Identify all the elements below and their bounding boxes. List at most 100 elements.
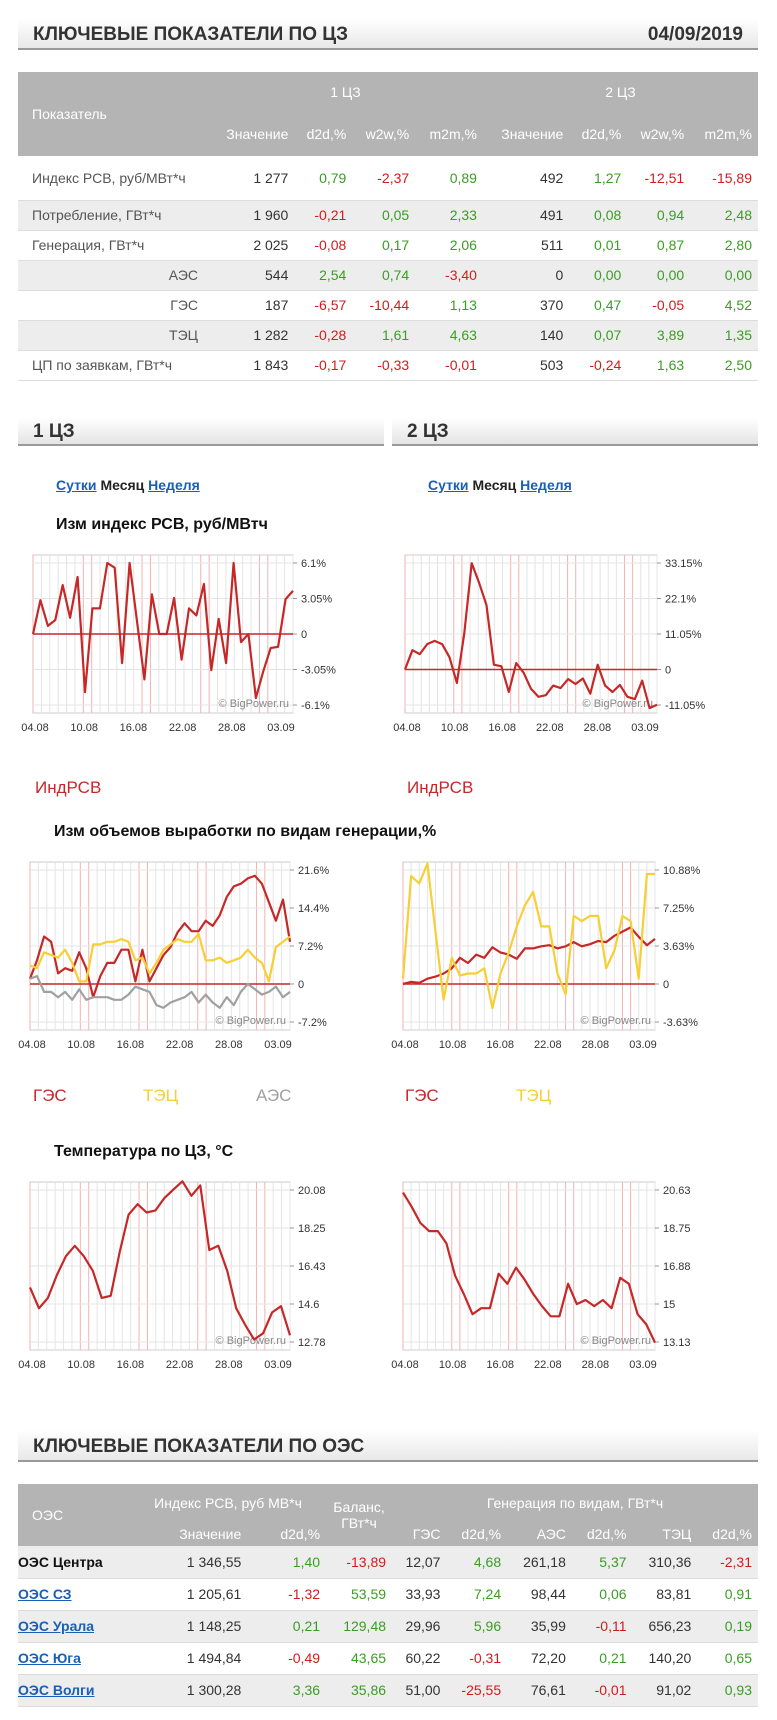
x-tick-label: 22.08 — [166, 1039, 194, 1051]
x-tick-label: 22.08 — [534, 1359, 562, 1371]
cell: 0,65 — [697, 1642, 758, 1675]
oes-title: КЛЮЧЕВЫЕ ПОКАЗАТЕЛИ ПО ОЭС — [33, 1436, 365, 1457]
x-tick-label: 10.08 — [70, 722, 98, 734]
cell: -0,01 — [571, 1674, 633, 1707]
x-tick-label: 03.09 — [631, 722, 659, 734]
cell: 1 960 — [208, 200, 295, 231]
cell: 2,54 — [294, 260, 353, 291]
cell: 4,68 — [446, 1546, 508, 1579]
row-label: Потребление, ГВт*ч — [18, 200, 208, 231]
x-tick-label: 28.08 — [582, 1359, 610, 1371]
y-tick-label: 14.4% — [298, 903, 329, 915]
y-tick-label: 12.78 — [298, 1337, 326, 1349]
y-tick-label: 20.08 — [298, 1185, 326, 1197]
cell: 0 — [482, 260, 570, 291]
chart-temperature-zone2: 20.63 18.75 16.88 15 13.13 04.08 10.08 16.08 22.… — [391, 1181, 691, 1371]
cell: 187 — [208, 290, 295, 321]
oes-header: КЛЮЧЕВЫЕ ПОКАЗАТЕЛИ ПО ОЭС — [18, 1430, 758, 1462]
x-tick-label: 10.08 — [441, 722, 469, 734]
cell: 544 — [208, 260, 295, 291]
x-tick-label: 28.08 — [215, 1359, 243, 1371]
cell: 2,48 — [690, 200, 758, 231]
period-links-zone2: Сутки Месяц Неделя — [428, 477, 572, 493]
x-tick-label: 16.08 — [117, 1359, 145, 1371]
link-week[interactable]: Неделя — [148, 477, 200, 493]
row-label: ОЭС Волги — [18, 1674, 130, 1707]
x-tick-label: 10.08 — [67, 1039, 95, 1051]
oes-link[interactable]: ОЭС СЗ — [18, 1586, 72, 1602]
link-week[interactable]: Неделя — [520, 477, 572, 493]
cell: 1 494,84 — [130, 1642, 248, 1675]
chart-title-rsv: Изм индекс РСВ, руб/МВтч — [56, 516, 268, 533]
chart-generation-zone1: 21.6% 14.4% 7.2% 0 -7.2% 04.08 10.08 16.08 22.08… — [18, 861, 329, 1051]
cell: 7,24 — [446, 1578, 508, 1611]
cell: 310,36 — [632, 1546, 698, 1579]
oes-name: ОЭС Центра — [18, 1553, 103, 1570]
col-sub: Значение — [130, 1522, 248, 1546]
cell: 0,91 — [697, 1578, 758, 1611]
period-links-zone1: Сутки Месяц Неделя — [56, 477, 200, 493]
series-line — [29, 974, 291, 1009]
x-tick-label: 16.08 — [120, 722, 148, 734]
section-zone1: 1 ЦЗ — [18, 418, 384, 446]
oes-link[interactable]: ОЭС Волги — [18, 1682, 95, 1698]
col-sub: Значение — [208, 112, 295, 156]
cell: -10,44 — [352, 290, 416, 321]
cell: 140 — [482, 320, 570, 351]
cell: 29,96 — [392, 1610, 447, 1643]
cell: 129,48 — [326, 1610, 393, 1643]
x-tick-label: 16.08 — [486, 1039, 514, 1051]
x-tick-label: 28.08 — [218, 722, 246, 734]
cell: -0,24 — [569, 350, 628, 381]
cell: -0,08 — [294, 230, 353, 261]
cell: 1 148,25 — [130, 1610, 248, 1643]
table-row: Индекс РСВ, руб/МВт*ч 1 277 0,79 -2,37 0,89 4… — [18, 156, 758, 201]
series-line — [402, 926, 656, 986]
col-balance: Баланс, ГВт*ч — [326, 1484, 393, 1546]
x-tick-label: 22.08 — [534, 1039, 562, 1051]
cell: -13,89 — [326, 1546, 393, 1579]
cell: 76,61 — [507, 1674, 572, 1707]
link-day[interactable]: Сутки — [428, 477, 469, 493]
cell: 511 — [482, 230, 570, 261]
cell: 3,89 — [627, 320, 691, 351]
y-tick-label: -7.2% — [298, 1017, 327, 1029]
col-sub: Значение — [482, 112, 570, 156]
cell: -2,31 — [697, 1546, 758, 1579]
cell: 83,81 — [632, 1578, 698, 1611]
row-label: ГЭС — [18, 290, 208, 321]
row-label: ОЭС СЗ — [18, 1578, 130, 1611]
cell: 1,27 — [569, 156, 628, 201]
link-day[interactable]: Сутки — [56, 477, 97, 493]
legend-aes-zone1: АЭС — [256, 1086, 292, 1105]
col-sub: d2d,% — [569, 112, 628, 156]
legend-tec-zone2: ТЭЦ — [516, 1086, 552, 1105]
cell: -0,17 — [294, 350, 353, 381]
cell: 503 — [482, 350, 570, 381]
chart-title-generation: Изм объемов выработки по видам генерации… — [54, 823, 437, 840]
cell: 43,65 — [326, 1642, 393, 1675]
x-tick-label: 04.08 — [21, 722, 49, 734]
chart-title-temperature: Температура по ЦЗ, °C — [54, 1143, 234, 1160]
series-line — [28, 1180, 292, 1341]
table-row: ОЭС Центра 1 346,55 1,40 -13,89 12,07 4,68 261… — [18, 1546, 758, 1579]
oes-link[interactable]: ОЭС Юга — [18, 1650, 81, 1666]
y-tick-label: 7.25% — [663, 903, 694, 915]
col-sub: w2w,% — [627, 112, 691, 156]
table-row: АЭС 544 2,54 0,74 -3,40 0 0,00 0,00 0,00 — [18, 260, 758, 291]
y-tick-label: 16.88 — [663, 1261, 691, 1273]
oes-link[interactable]: ОЭС Урала — [18, 1618, 95, 1634]
cell: 0,06 — [571, 1578, 633, 1611]
y-tick-label: 11.05% — [665, 629, 702, 641]
watermark: © BigPower.ru — [216, 1015, 286, 1027]
cell: 91,02 — [632, 1674, 698, 1707]
x-tick-label: 28.08 — [215, 1039, 243, 1051]
link-month-current: Месяц — [100, 477, 145, 493]
table-row: ГЭС 187 -6,57 -10,44 1,13 370 0,47 -0,05 4,52 — [18, 290, 758, 321]
series-line — [402, 1192, 656, 1344]
cell: -6,57 — [294, 290, 353, 321]
col-rsv-group: Индекс РСВ, руб МВ*ч — [130, 1484, 327, 1522]
watermark: © BigPower.ru — [216, 1335, 286, 1347]
cell: 12,07 — [392, 1546, 447, 1579]
cell: 1,35 — [690, 320, 758, 351]
